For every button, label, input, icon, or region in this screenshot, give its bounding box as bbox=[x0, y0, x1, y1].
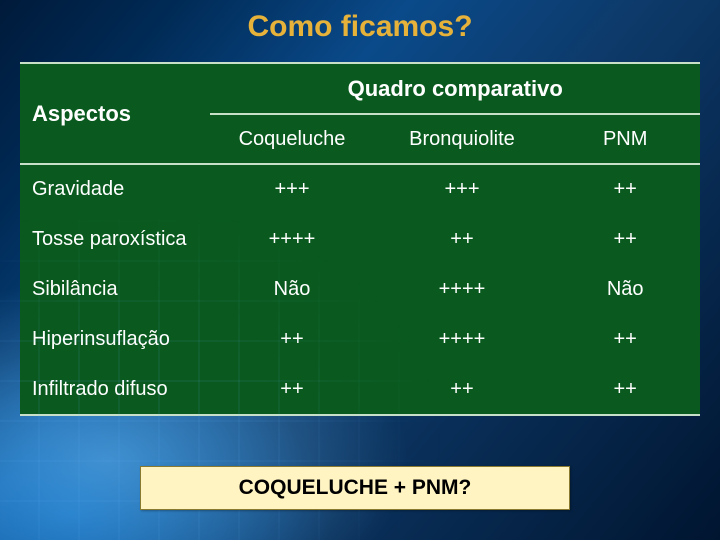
col-header: Coqueluche bbox=[210, 114, 373, 164]
table-row: Hiperinsuflação++++++++ bbox=[20, 314, 700, 364]
cell: ++ bbox=[210, 364, 373, 414]
table: Aspectos Quadro comparativo Coqueluche B… bbox=[20, 64, 700, 414]
cell: ++++ bbox=[210, 214, 373, 264]
col-header: PNM bbox=[550, 114, 700, 164]
cell: ++ bbox=[374, 364, 551, 414]
cell: ++ bbox=[374, 214, 551, 264]
comparative-table: Aspectos Quadro comparativo Coqueluche B… bbox=[20, 62, 700, 416]
row-label: Infiltrado difuso bbox=[20, 364, 210, 414]
table-row: Gravidade++++++++ bbox=[20, 164, 700, 214]
cell: ++++ bbox=[374, 314, 551, 364]
header-row: Aspectos Quadro comparativo bbox=[20, 64, 700, 114]
row-label: Gravidade bbox=[20, 164, 210, 214]
row-label: Hiperinsuflação bbox=[20, 314, 210, 364]
callout-box: COQUELUCHE + PNM? bbox=[140, 466, 570, 510]
slide-title: Como ficamos? bbox=[0, 0, 720, 44]
cell: ++ bbox=[550, 314, 700, 364]
callout-text: COQUELUCHE + PNM? bbox=[239, 476, 472, 500]
row-label: Sibilância bbox=[20, 264, 210, 314]
cell: +++ bbox=[210, 164, 373, 214]
cell: ++++ bbox=[374, 264, 551, 314]
header-aspectos: Aspectos bbox=[20, 64, 210, 164]
cell: Não bbox=[210, 264, 373, 314]
row-label: Tosse paroxística bbox=[20, 214, 210, 264]
table-body: Gravidade++++++++Tosse paroxística++++++… bbox=[20, 164, 700, 414]
slide: Como ficamos? Aspectos Quadro comparativ… bbox=[0, 0, 720, 540]
cell: ++ bbox=[550, 364, 700, 414]
cell: Não bbox=[550, 264, 700, 314]
cell: ++ bbox=[550, 214, 700, 264]
header-quadro: Quadro comparativo bbox=[210, 64, 700, 114]
table-row: Infiltrado difuso++++++ bbox=[20, 364, 700, 414]
table-row: SibilânciaNão++++Não bbox=[20, 264, 700, 314]
table-row: Tosse paroxística++++++++ bbox=[20, 214, 700, 264]
cell: +++ bbox=[374, 164, 551, 214]
cell: ++ bbox=[210, 314, 373, 364]
col-header: Bronquiolite bbox=[374, 114, 551, 164]
cell: ++ bbox=[550, 164, 700, 214]
